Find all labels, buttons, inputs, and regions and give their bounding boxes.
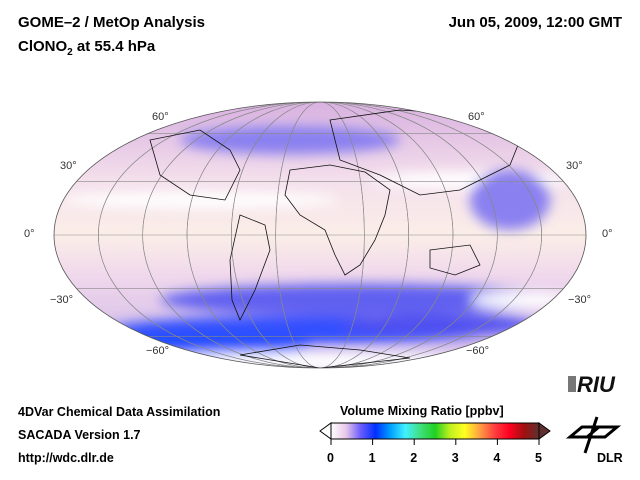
colorbar-title: Volume Mixing Ratio [ppbv] (340, 404, 504, 418)
colorbar (319, 422, 551, 445)
colorbar-tick-label: 2 (410, 451, 418, 465)
colorbar-gradient (330, 422, 540, 440)
dlr-logo-text: DLR (597, 451, 623, 465)
data-field (54, 102, 586, 368)
meridian-line (275, 102, 365, 368)
colorbar-min-arrow (319, 422, 332, 440)
datetime: Jun 05, 2009, 12:00 GMT (448, 14, 622, 31)
colorbar-tick-label: 1 (368, 451, 376, 465)
colorbar-max-arrow (538, 422, 551, 440)
footer-line-1: 4DVar Chemical Data Assimilation (18, 405, 221, 419)
meridian-line (142, 102, 498, 368)
map-title: GOME–2 / MetOp Analysis (18, 14, 205, 31)
lat-label-right: −30° (568, 294, 592, 306)
lat-label-right: 0° (602, 228, 613, 240)
meridian-line (231, 102, 409, 368)
footer-link[interactable]: http://wdc.dlr.de (18, 451, 114, 465)
graticule (54, 102, 586, 368)
meridian-line (98, 102, 542, 368)
map-border (53, 101, 587, 369)
colorbar-tick-label: 3 (451, 451, 459, 465)
lat-label-left: 0° (24, 228, 35, 240)
lat-label-right: −60° (466, 345, 490, 357)
species-subscript: 2 (67, 47, 73, 58)
lat-label-right: 30° (566, 160, 583, 172)
dlr-logo-icon (565, 416, 622, 454)
species-name: ClONO (18, 38, 68, 55)
riu-logo-text: RIU (577, 372, 615, 397)
species-label: ClONO2 at 55.4 hPa (18, 38, 155, 58)
lat-label-left: 30° (60, 160, 77, 172)
lat-label-right: 60° (468, 111, 485, 123)
mollweide-map (53, 101, 587, 369)
riu-logo: RIU (568, 372, 615, 398)
lat-label-left: −60° (146, 345, 170, 357)
colorbar-tick-label: 0 (327, 451, 334, 465)
lat-label-left: 60° (152, 111, 169, 123)
pressure-level: at 55.4 hPa (72, 38, 156, 55)
footer-line-2: SACADA Version 1.7 (18, 428, 141, 442)
colorbar-tick-label: 5 (535, 451, 542, 465)
meridian-line (186, 102, 454, 368)
lat-label-left: −30° (50, 294, 74, 306)
colorbar-tick-label: 4 (493, 451, 501, 465)
